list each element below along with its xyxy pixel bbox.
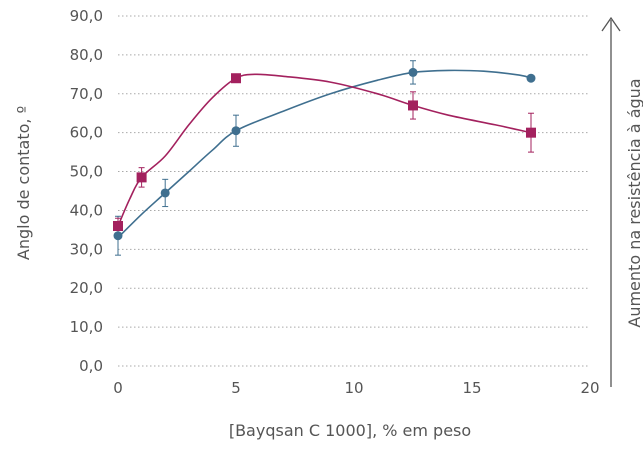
x-tick-label: 5 xyxy=(231,379,241,397)
data-point-square xyxy=(113,221,123,231)
x-axis-title: [Bayqsan C 1000], % em peso xyxy=(229,421,471,440)
data-points xyxy=(113,67,536,241)
y-tick-label: 50,0 xyxy=(70,163,103,181)
error-bars xyxy=(115,60,534,256)
data-point-square xyxy=(526,127,536,138)
data-point-square xyxy=(408,100,418,111)
y-tick-label: 90,0 xyxy=(70,7,103,25)
data-point-circle xyxy=(160,188,170,198)
y-tick-labels: 0,0 10,0 20,0 30,0 40,0 50,0 60,0 70,0 80,0 90,0 xyxy=(70,7,103,375)
annotation-text: Aumento na resistência à água xyxy=(625,78,643,327)
y-tick-label: 60,0 xyxy=(70,124,103,142)
fitted-curves xyxy=(117,69,532,239)
y-tick-label: 30,0 xyxy=(70,240,103,258)
data-point-square xyxy=(231,73,241,84)
y-tick-label: 40,0 xyxy=(70,201,103,219)
data-point-circle xyxy=(113,231,123,241)
data-point-circle xyxy=(408,67,418,77)
series-line xyxy=(117,73,532,227)
y-tick-label: 70,0 xyxy=(70,85,103,103)
x-tick-label: 15 xyxy=(462,379,481,397)
x-tick-label: 10 xyxy=(344,379,363,397)
data-point-square xyxy=(136,172,147,183)
y-tick-label: 10,0 xyxy=(70,318,103,336)
data-point-circle xyxy=(526,73,536,83)
y-tick-label: 80,0 xyxy=(70,46,103,64)
data-point-circle xyxy=(231,126,241,136)
x-tick-labels: 0 5 10 15 20 xyxy=(113,379,599,397)
series-line xyxy=(117,69,532,239)
x-tick-label: 20 xyxy=(580,379,599,397)
y-tick-label: 0,0 xyxy=(79,357,103,375)
x-tick-label: 0 xyxy=(113,379,123,397)
gridlines xyxy=(118,15,590,367)
annotation-arrow xyxy=(601,16,621,387)
y-tick-label: 20,0 xyxy=(70,279,103,297)
y-axis-title: Anglo de contato, º xyxy=(14,106,33,260)
